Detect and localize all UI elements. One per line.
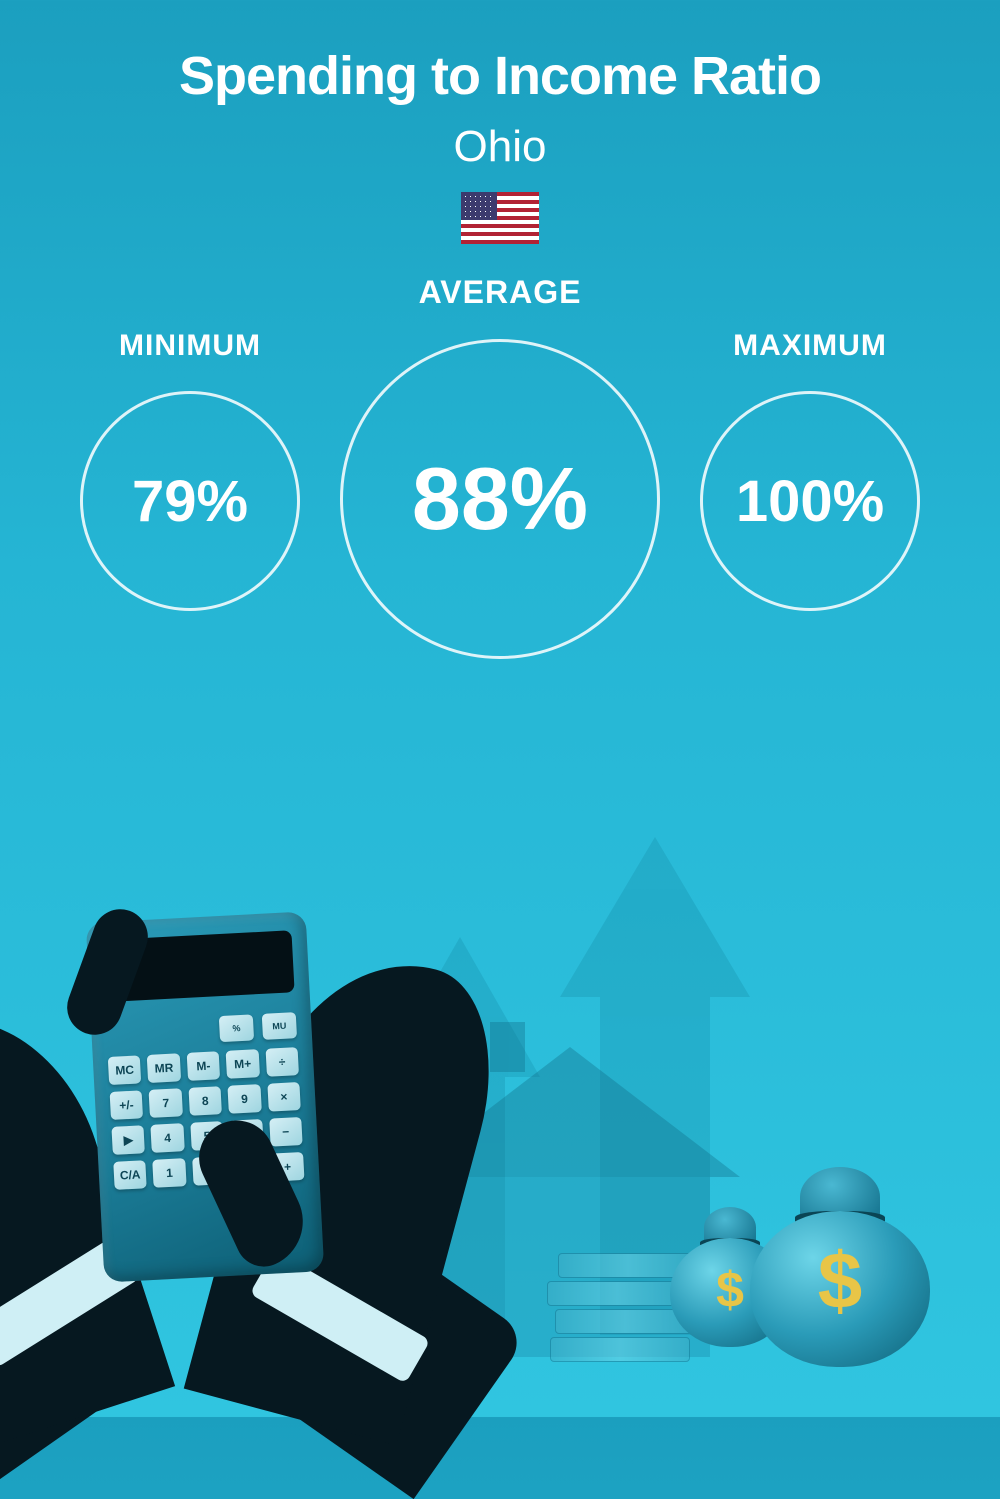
calc-button: % (219, 1014, 254, 1042)
header: Spending to Income Ratio Ohio (0, 0, 1000, 244)
us-flag-icon (461, 192, 539, 244)
stat-average: AVERAGE 88% (340, 274, 660, 659)
calc-button: × (267, 1082, 301, 1112)
calc-button: 7 (149, 1088, 183, 1118)
stats-row: MINIMUM 79% AVERAGE 88% MAXIMUM 100% (0, 329, 1000, 659)
stat-circle: 88% (340, 339, 660, 659)
calculator-top-buttons: % MU (216, 1012, 297, 1042)
calc-button: M- (186, 1051, 220, 1081)
stat-value: 88% (412, 448, 588, 550)
page-subtitle: Ohio (0, 122, 1000, 172)
stat-label: MAXIMUM (733, 329, 887, 363)
hands-calculator-illustration: % MU MC MR M- M+ ÷ +/- 7 8 9 × ▶ 4 5 6 −… (0, 777, 420, 1417)
stat-label: AVERAGE (419, 274, 582, 311)
stat-label: MINIMUM (119, 329, 261, 363)
calc-button: C/A (113, 1160, 147, 1190)
calc-button: 9 (228, 1084, 262, 1114)
calc-button: 8 (188, 1086, 222, 1116)
dollar-sign-icon: $ (750, 1235, 930, 1327)
calc-button: ▶ (111, 1125, 145, 1155)
stat-maximum: MAXIMUM 100% (700, 329, 920, 611)
calc-button: M+ (226, 1049, 260, 1079)
stat-circle: 79% (80, 391, 300, 611)
calc-button: ÷ (265, 1047, 299, 1077)
calc-button: 4 (151, 1123, 185, 1153)
calc-button: MC (108, 1055, 142, 1085)
stat-minimum: MINIMUM 79% (80, 329, 300, 611)
up-arrow-decoration (560, 837, 750, 997)
calc-button: +/- (110, 1090, 144, 1120)
stat-value: 100% (736, 468, 884, 535)
calc-button: 1 (153, 1158, 187, 1188)
calc-button: MR (147, 1053, 181, 1083)
page-title: Spending to Income Ratio (0, 45, 1000, 107)
money-bag-large-illustration: $ (750, 1167, 930, 1367)
stat-value: 79% (132, 468, 248, 535)
calc-button: MU (262, 1012, 297, 1040)
stat-circle: 100% (700, 391, 920, 611)
calc-button: − (269, 1117, 303, 1147)
